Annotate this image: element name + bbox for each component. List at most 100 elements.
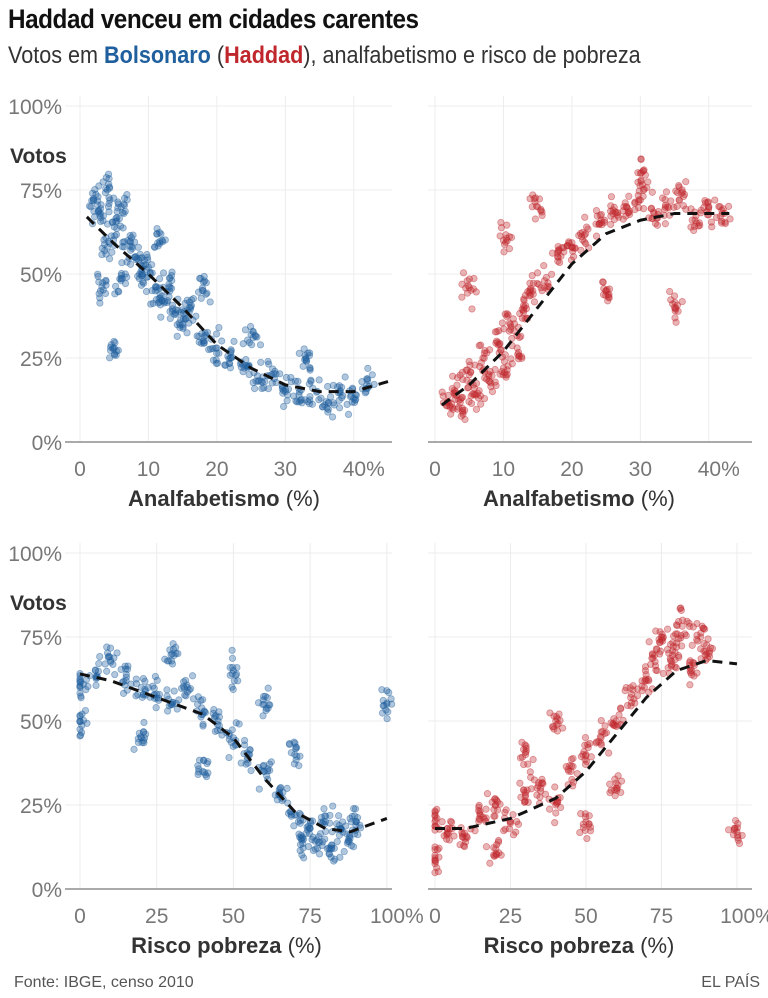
data-point: [299, 840, 307, 848]
data-point: [673, 630, 681, 638]
data-point: [133, 254, 141, 263]
data-point: [493, 806, 502, 814]
data-point: [105, 199, 113, 208]
data-point: [200, 339, 208, 347]
data-point: [121, 681, 129, 689]
data-point: [545, 805, 554, 813]
data-point: [537, 207, 545, 215]
data-point: [526, 292, 534, 300]
data-point: [114, 204, 122, 212]
data-point: [656, 638, 664, 647]
data-point: [526, 279, 534, 287]
data-point: [142, 287, 151, 296]
data-point: [630, 695, 638, 703]
data-point: [667, 662, 675, 670]
data-point: [447, 818, 456, 826]
data-point: [443, 831, 451, 839]
data-point: [203, 759, 211, 768]
data-point: [517, 793, 525, 801]
data-point: [668, 651, 677, 659]
data-point: [183, 688, 191, 696]
data-point: [322, 398, 330, 406]
data-point: [668, 647, 677, 655]
data-point: [515, 333, 524, 342]
data-point: [291, 739, 299, 747]
data-point: [165, 293, 173, 301]
data-point: [168, 301, 177, 309]
data-point: [202, 331, 210, 339]
data-point: [627, 693, 635, 702]
data-point: [500, 827, 508, 835]
data-point: [94, 197, 102, 205]
data-point: [106, 343, 115, 351]
data-point: [685, 658, 694, 667]
data-point: [521, 748, 530, 757]
data-point: [668, 657, 676, 666]
data-point: [533, 784, 541, 792]
data-point: [325, 849, 333, 858]
data-point: [501, 825, 509, 833]
data-point: [88, 196, 96, 205]
data-point: [311, 837, 319, 845]
data-point: [479, 354, 487, 362]
data-point: [165, 283, 173, 291]
data-point: [83, 719, 91, 727]
data-point: [152, 282, 160, 291]
data-point: [659, 669, 667, 678]
data-point: [597, 734, 605, 742]
data-point: [705, 653, 714, 661]
data-point: [255, 376, 263, 385]
data-point: [91, 213, 99, 221]
data-point: [155, 228, 164, 237]
data-point: [697, 206, 705, 214]
data-point: [264, 765, 272, 773]
data-point: [153, 230, 161, 238]
x-tick-label: 10: [492, 458, 515, 481]
data-point: [671, 314, 679, 322]
data-point: [583, 757, 591, 766]
data-point: [349, 843, 358, 851]
data-point: [585, 820, 593, 828]
data-point: [106, 196, 114, 204]
data-point: [480, 815, 488, 823]
data-point: [658, 194, 667, 202]
data-point: [535, 280, 543, 289]
data-point: [499, 236, 508, 244]
data-point: [198, 284, 207, 292]
data-point: [619, 215, 627, 223]
data-point: [299, 362, 307, 370]
data-point: [653, 645, 661, 653]
data-point: [719, 205, 727, 213]
data-point: [138, 272, 146, 280]
data-point: [305, 400, 314, 408]
data-point: [285, 739, 294, 748]
data-point: [168, 701, 176, 709]
data-point: [257, 377, 265, 385]
data-point: [280, 402, 288, 411]
data-point: [703, 650, 711, 658]
data-point: [636, 196, 644, 204]
data-point: [296, 752, 304, 760]
data-point: [575, 231, 583, 240]
data-point: [382, 706, 390, 714]
data-point: [295, 830, 303, 838]
data-point: [261, 692, 269, 700]
data-point: [601, 216, 609, 224]
data-point: [89, 194, 98, 203]
data-point: [194, 762, 202, 770]
data-point: [209, 709, 217, 717]
data-point: [295, 809, 304, 817]
data-point: [568, 244, 577, 252]
data-point: [95, 182, 103, 190]
data-point: [351, 396, 359, 404]
data-point: [156, 239, 164, 248]
data-point: [587, 753, 595, 761]
data-point: [491, 801, 499, 809]
data-point: [604, 297, 612, 305]
data-point: [693, 669, 701, 677]
data-point: [137, 733, 145, 741]
data-point: [580, 238, 589, 246]
data-point: [221, 361, 229, 369]
data-point: [112, 230, 121, 239]
